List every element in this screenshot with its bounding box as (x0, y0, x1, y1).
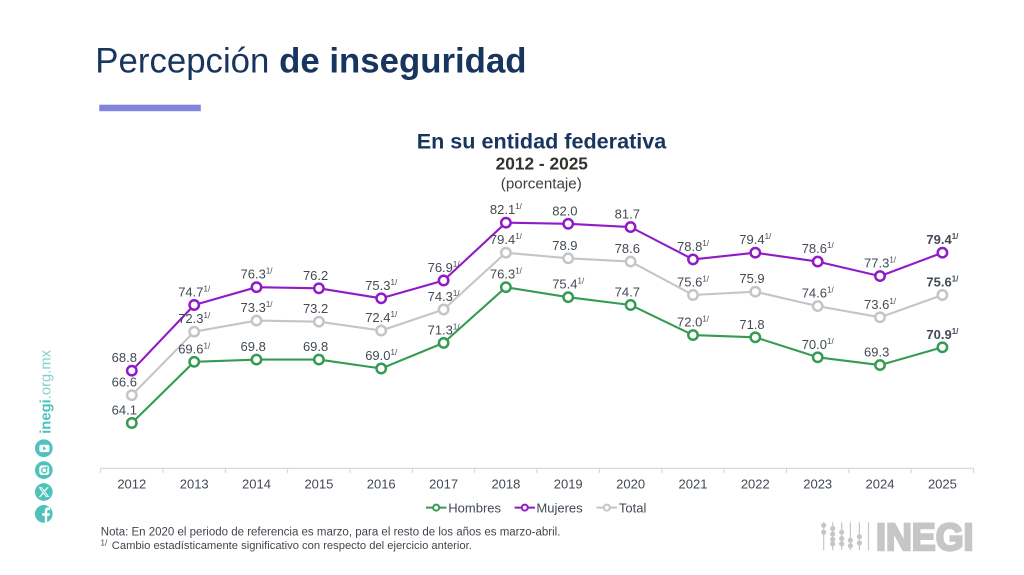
svg-text:79.41/: 79.41/ (739, 232, 772, 247)
svg-text:2022: 2022 (741, 477, 770, 492)
svg-text:74.7: 74.7 (615, 285, 640, 300)
svg-text:75.9: 75.9 (739, 271, 764, 286)
svg-text:2013: 2013 (180, 477, 209, 492)
svg-text:2017: 2017 (429, 477, 458, 492)
svg-text:76.31/: 76.31/ (241, 267, 274, 282)
svg-text:Total: Total (619, 500, 647, 515)
svg-text:72.31/: 72.31/ (178, 311, 211, 326)
svg-text:71.8: 71.8 (739, 317, 764, 332)
svg-text:Nota: En 2020 el periodo de re: Nota: En 2020 el periodo de referencia e… (101, 527, 561, 539)
svg-text:(porcentaje): (porcentaje) (501, 175, 582, 192)
svg-text:78.9: 78.9 (552, 238, 577, 253)
svg-text:74.61/: 74.61/ (802, 286, 835, 301)
svg-text:78.61/: 78.61/ (802, 241, 835, 256)
svg-text:82.0: 82.0 (552, 203, 577, 218)
svg-text:2018: 2018 (491, 477, 520, 492)
svg-text:En su entidad federativa: En su entidad federativa (417, 129, 668, 154)
svg-text:73.61/: 73.61/ (864, 297, 897, 312)
svg-text:Hombres: Hombres (448, 500, 501, 515)
svg-text:2014: 2014 (242, 477, 271, 492)
svg-text:71.31/: 71.31/ (428, 322, 461, 337)
svg-text:74.31/: 74.31/ (428, 289, 461, 304)
svg-text:75.61/: 75.61/ (926, 275, 959, 290)
svg-text:inegi.org.mx: inegi.org.mx (39, 349, 55, 433)
svg-text:Mujeres: Mujeres (536, 500, 583, 515)
svg-text:69.61/: 69.61/ (178, 341, 211, 356)
svg-text:76.91/: 76.91/ (428, 260, 461, 275)
svg-text:72.01/: 72.01/ (677, 315, 710, 330)
svg-text:76.31/: 76.31/ (490, 267, 523, 282)
svg-text:73.31/: 73.31/ (241, 300, 274, 315)
svg-text:2025: 2025 (928, 477, 957, 492)
svg-text:66.6: 66.6 (112, 375, 137, 390)
svg-text:2024: 2024 (866, 477, 895, 492)
svg-text:1/ Cambio estadísticamente sig: 1/ Cambio estadísticamente significativo… (101, 539, 472, 552)
svg-text:2023: 2023 (803, 477, 832, 492)
svg-text:69.3: 69.3 (864, 345, 889, 360)
svg-text:69.01/: 69.01/ (365, 348, 398, 363)
svg-text:77.31/: 77.31/ (864, 256, 897, 271)
svg-text:75.41/: 75.41/ (552, 277, 585, 292)
svg-text:69.8: 69.8 (241, 339, 266, 354)
svg-text:82.11/: 82.11/ (490, 202, 523, 217)
svg-text:64.1: 64.1 (112, 403, 137, 418)
svg-text:2012 - 2025: 2012 - 2025 (496, 154, 589, 174)
svg-text:75.31/: 75.31/ (365, 278, 398, 293)
svg-text:2020: 2020 (616, 477, 645, 492)
svg-text:78.6: 78.6 (615, 241, 640, 256)
svg-text:73.2: 73.2 (303, 301, 328, 316)
svg-text:75.61/: 75.61/ (677, 275, 710, 290)
svg-text:70.91/: 70.91/ (926, 327, 959, 342)
svg-text:2016: 2016 (367, 477, 396, 492)
svg-text:INEGI: INEGI (876, 517, 974, 559)
svg-text:2012: 2012 (117, 477, 146, 492)
svg-text:79.41/: 79.41/ (490, 232, 523, 247)
svg-text:81.7: 81.7 (615, 207, 640, 222)
svg-text:72.41/: 72.41/ (365, 310, 398, 325)
svg-text:Percepción de inseguridad: Percepción de inseguridad (95, 41, 526, 80)
svg-text:2015: 2015 (304, 477, 333, 492)
svg-text:69.8: 69.8 (303, 339, 328, 354)
svg-text:2021: 2021 (679, 477, 708, 492)
svg-text:2019: 2019 (554, 477, 583, 492)
svg-text:68.8: 68.8 (112, 350, 137, 365)
svg-text:78.81/: 78.81/ (677, 239, 710, 254)
svg-text:74.71/: 74.71/ (178, 285, 211, 300)
svg-text:76.2: 76.2 (303, 268, 328, 283)
svg-text:70.01/: 70.01/ (802, 337, 835, 352)
svg-text:79.41/: 79.41/ (926, 232, 959, 247)
